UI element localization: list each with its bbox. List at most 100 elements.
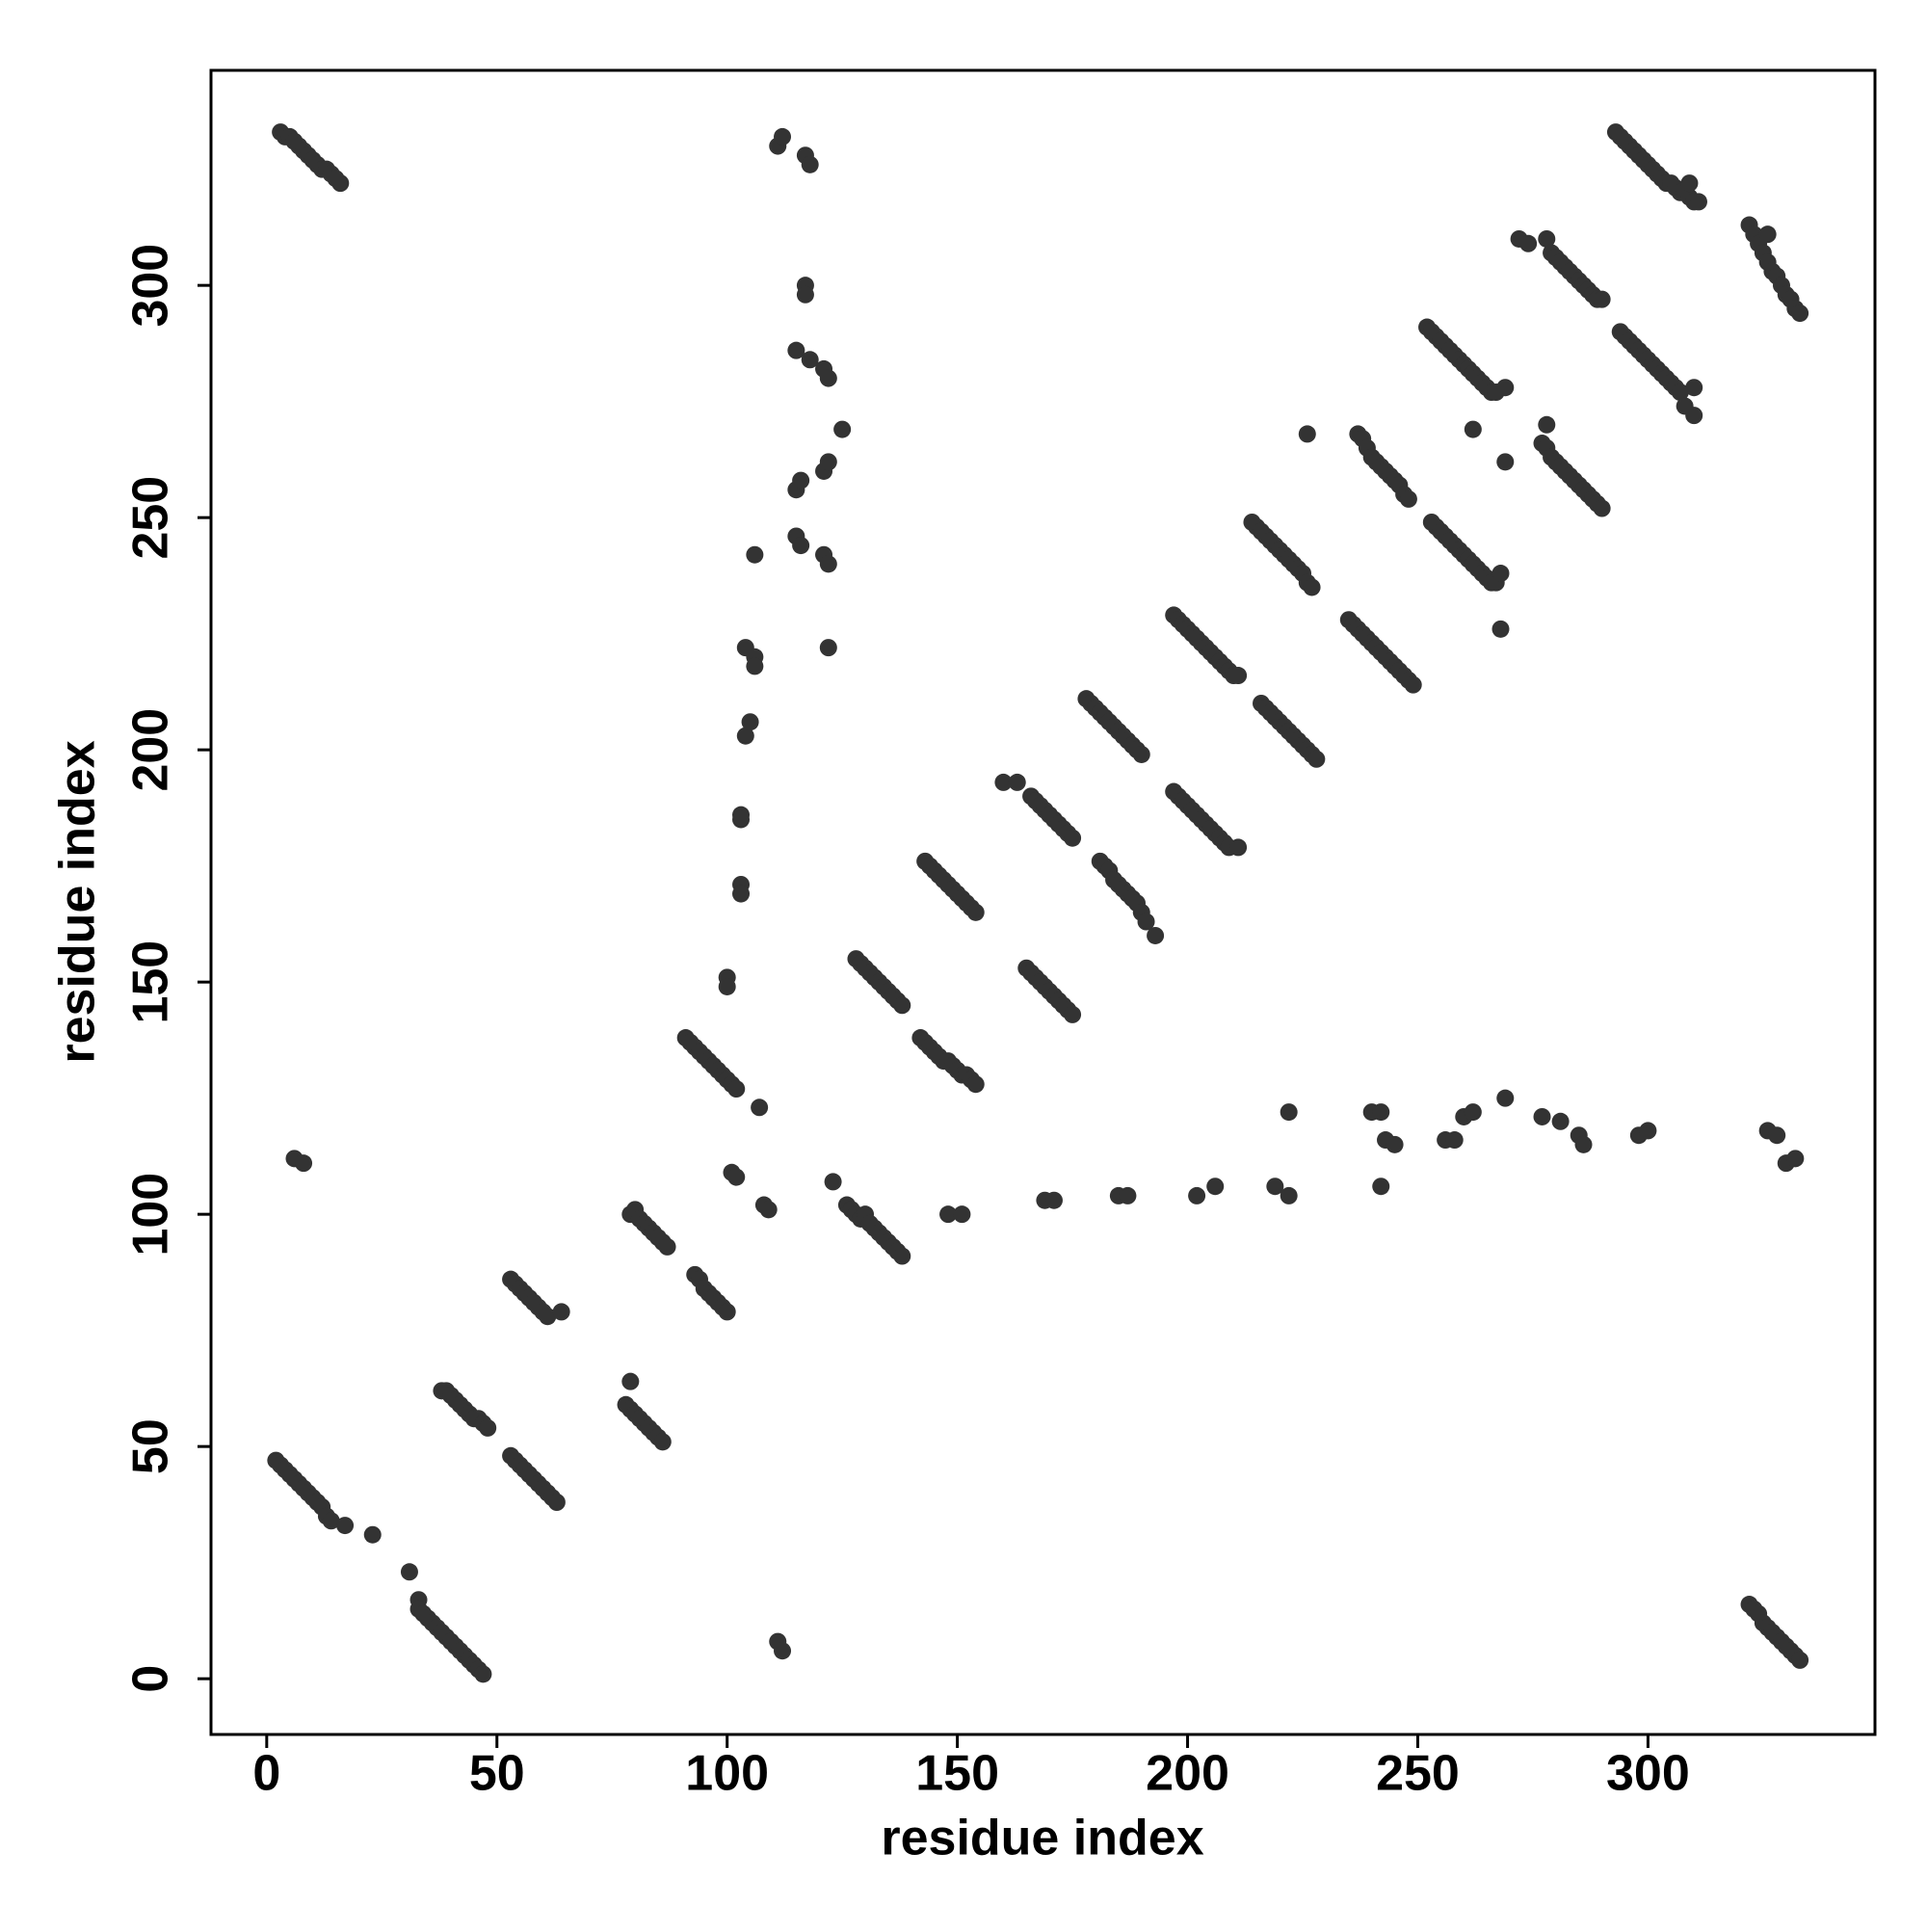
x-tick-label: 250 [1376,1746,1460,1802]
point [1464,420,1482,438]
point [1685,407,1703,425]
point [939,1205,958,1224]
point [819,639,837,657]
x-tick-label: 100 [685,1746,769,1802]
point [1399,490,1417,508]
point [1533,1107,1551,1125]
point [1791,1651,1809,1669]
y-tick-label: 50 [123,1418,179,1474]
point [547,1494,566,1512]
point [1229,667,1248,685]
point [727,1080,746,1098]
x-axis-title: residue index [881,1811,1203,1866]
x-tick-label: 300 [1606,1746,1690,1802]
point [1538,415,1556,434]
point [792,537,810,555]
point [1538,229,1556,248]
point [1491,565,1510,583]
point [363,1525,382,1544]
y-axis-title: residue index [50,740,106,1063]
y-tick-label: 200 [123,708,179,792]
point [1519,234,1538,252]
point [1206,1178,1225,1196]
point [746,657,764,675]
point [1188,1186,1206,1204]
point [727,1168,746,1186]
point [736,727,754,745]
x-tick-label: 200 [1146,1746,1229,1802]
point [732,885,751,903]
point [552,1303,570,1321]
point [801,155,819,173]
point [1064,829,1082,847]
point [1266,1178,1284,1196]
y-tick-label: 150 [123,940,179,1024]
point [966,1075,985,1094]
point [893,1247,911,1265]
point [400,1563,418,1581]
point [1307,750,1326,768]
x-tick-label: 0 [252,1746,280,1802]
point [966,903,985,921]
point [1119,1186,1137,1204]
point [746,545,764,564]
point [1280,1103,1298,1122]
point [833,420,852,438]
point [1671,384,1689,402]
point [1496,379,1515,397]
point [1298,425,1316,443]
point [1372,1178,1390,1196]
point [718,977,736,995]
point [1551,1112,1570,1130]
point [336,1517,355,1535]
point [1491,620,1510,638]
point [774,127,792,146]
plot-frame [209,68,1877,1736]
point [1496,453,1515,471]
y-tick-label: 250 [123,476,179,560]
point [1064,1005,1082,1023]
point [295,1154,313,1173]
y-tick-label: 0 [123,1665,179,1693]
point [1791,304,1809,323]
point [322,1512,340,1530]
point [953,1205,971,1224]
point [1593,290,1611,308]
point [994,773,1013,791]
point [801,351,819,369]
point [658,1237,676,1256]
point [1137,913,1155,931]
y-tick-label: 100 [123,1173,179,1257]
point [474,1665,492,1683]
point [893,996,911,1015]
x-tick-label: 150 [915,1746,999,1802]
point [1639,1122,1657,1140]
point [1758,225,1777,244]
point [653,1433,672,1451]
point [1496,1089,1515,1107]
point [1008,773,1026,791]
point [539,1308,557,1326]
point [787,341,805,359]
point [1593,499,1611,517]
point [718,1303,736,1321]
point [1132,745,1150,763]
point [331,174,350,193]
point [824,1173,842,1191]
point [1280,1186,1298,1204]
point [1229,838,1248,857]
point [819,369,837,387]
point [1464,1103,1482,1122]
point [792,471,810,490]
point [819,453,837,471]
point [1303,578,1321,596]
point [1044,1191,1063,1209]
point [759,1201,778,1219]
point [1445,1131,1464,1150]
point [1372,1103,1390,1122]
point [621,1372,640,1390]
point [1685,379,1703,397]
point [1680,174,1699,193]
